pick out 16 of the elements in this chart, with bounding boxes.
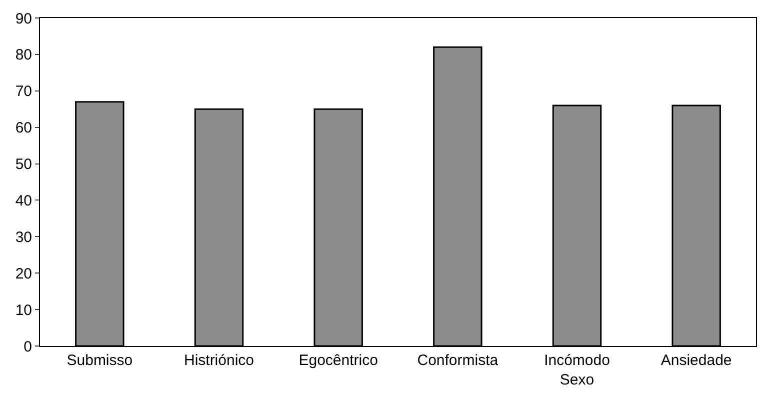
y-tick-label: 50	[15, 156, 32, 174]
y-tick-label: 80	[15, 46, 32, 64]
x-tick-label: Submisso	[66, 352, 133, 369]
x-tick-label: Egocêntrico	[298, 352, 378, 369]
x-tick-label: Incómodo Sexo	[544, 352, 610, 388]
y-tick-label: 30	[15, 228, 32, 246]
y-tick-label: 0	[24, 338, 32, 356]
y-tick-label: 70	[15, 83, 32, 100]
y-tick-label: 20	[15, 265, 32, 282]
x-tick-label: Conformista	[417, 352, 499, 369]
x-tick-label: Histriónico	[184, 352, 254, 369]
y-tick-label: 40	[15, 192, 32, 210]
y-tick-label: 90	[15, 10, 32, 28]
x-tick-label: Ansiedade	[660, 352, 732, 369]
y-tick-label: 10	[15, 302, 32, 319]
y-tick-label: 60	[15, 120, 32, 137]
